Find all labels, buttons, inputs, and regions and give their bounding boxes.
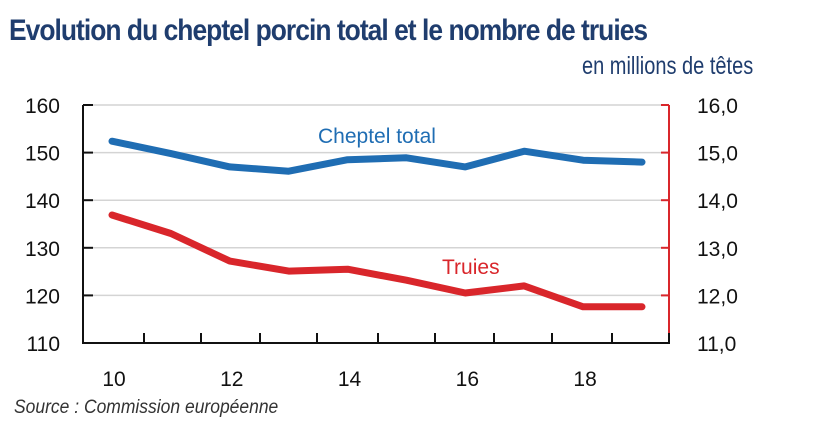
right-axis-tick-label: 15,0: [697, 143, 738, 166]
x-axis-tick-label: 10: [102, 368, 125, 391]
chart-subtitle-units: en millions de têtes: [582, 52, 754, 80]
series-label-truies: Truies: [442, 256, 500, 279]
left-axis-tick-label: 130: [25, 238, 60, 261]
source-note: Source : Commission européenne: [14, 397, 279, 418]
right-axis-tick-label: 14,0: [697, 190, 738, 213]
left-axis-tick-label: 120: [25, 285, 60, 308]
left-axis-tick-label: 150: [25, 143, 60, 166]
tick-labels: 160 150 140 130 120 110 16,0 15,0 14,0 13,0 12,0 11…: [25, 95, 738, 391]
right-axis-tick-label: 13,0: [697, 238, 738, 261]
gridlines: [83, 104, 669, 297]
right-axis-tick-label: 16,0: [697, 95, 738, 118]
right-axis-tick-label: 12,0: [697, 285, 738, 308]
left-axis-tick-label: 110: [27, 333, 60, 356]
x-axis-tick-label: 18: [573, 368, 596, 391]
right-axis-tick-label: 11,0: [697, 333, 736, 356]
series-lines: [108, 137, 646, 311]
axes: [82, 104, 670, 344]
left-axis-tick-label: 140: [25, 190, 60, 213]
series-line-cheptel-total: [108, 137, 646, 175]
left-axis-tick-label: 160: [25, 95, 60, 118]
x-axis-tick-label: 16: [456, 368, 479, 391]
chart-title: Evolution du cheptel porcin total et le …: [9, 14, 648, 47]
x-axis-tick-label: 14: [338, 368, 362, 391]
x-axis-tick-label: 12: [220, 368, 243, 391]
series-line-truies: [108, 211, 646, 311]
series-label-cheptel-total: Cheptel total: [318, 125, 436, 148]
